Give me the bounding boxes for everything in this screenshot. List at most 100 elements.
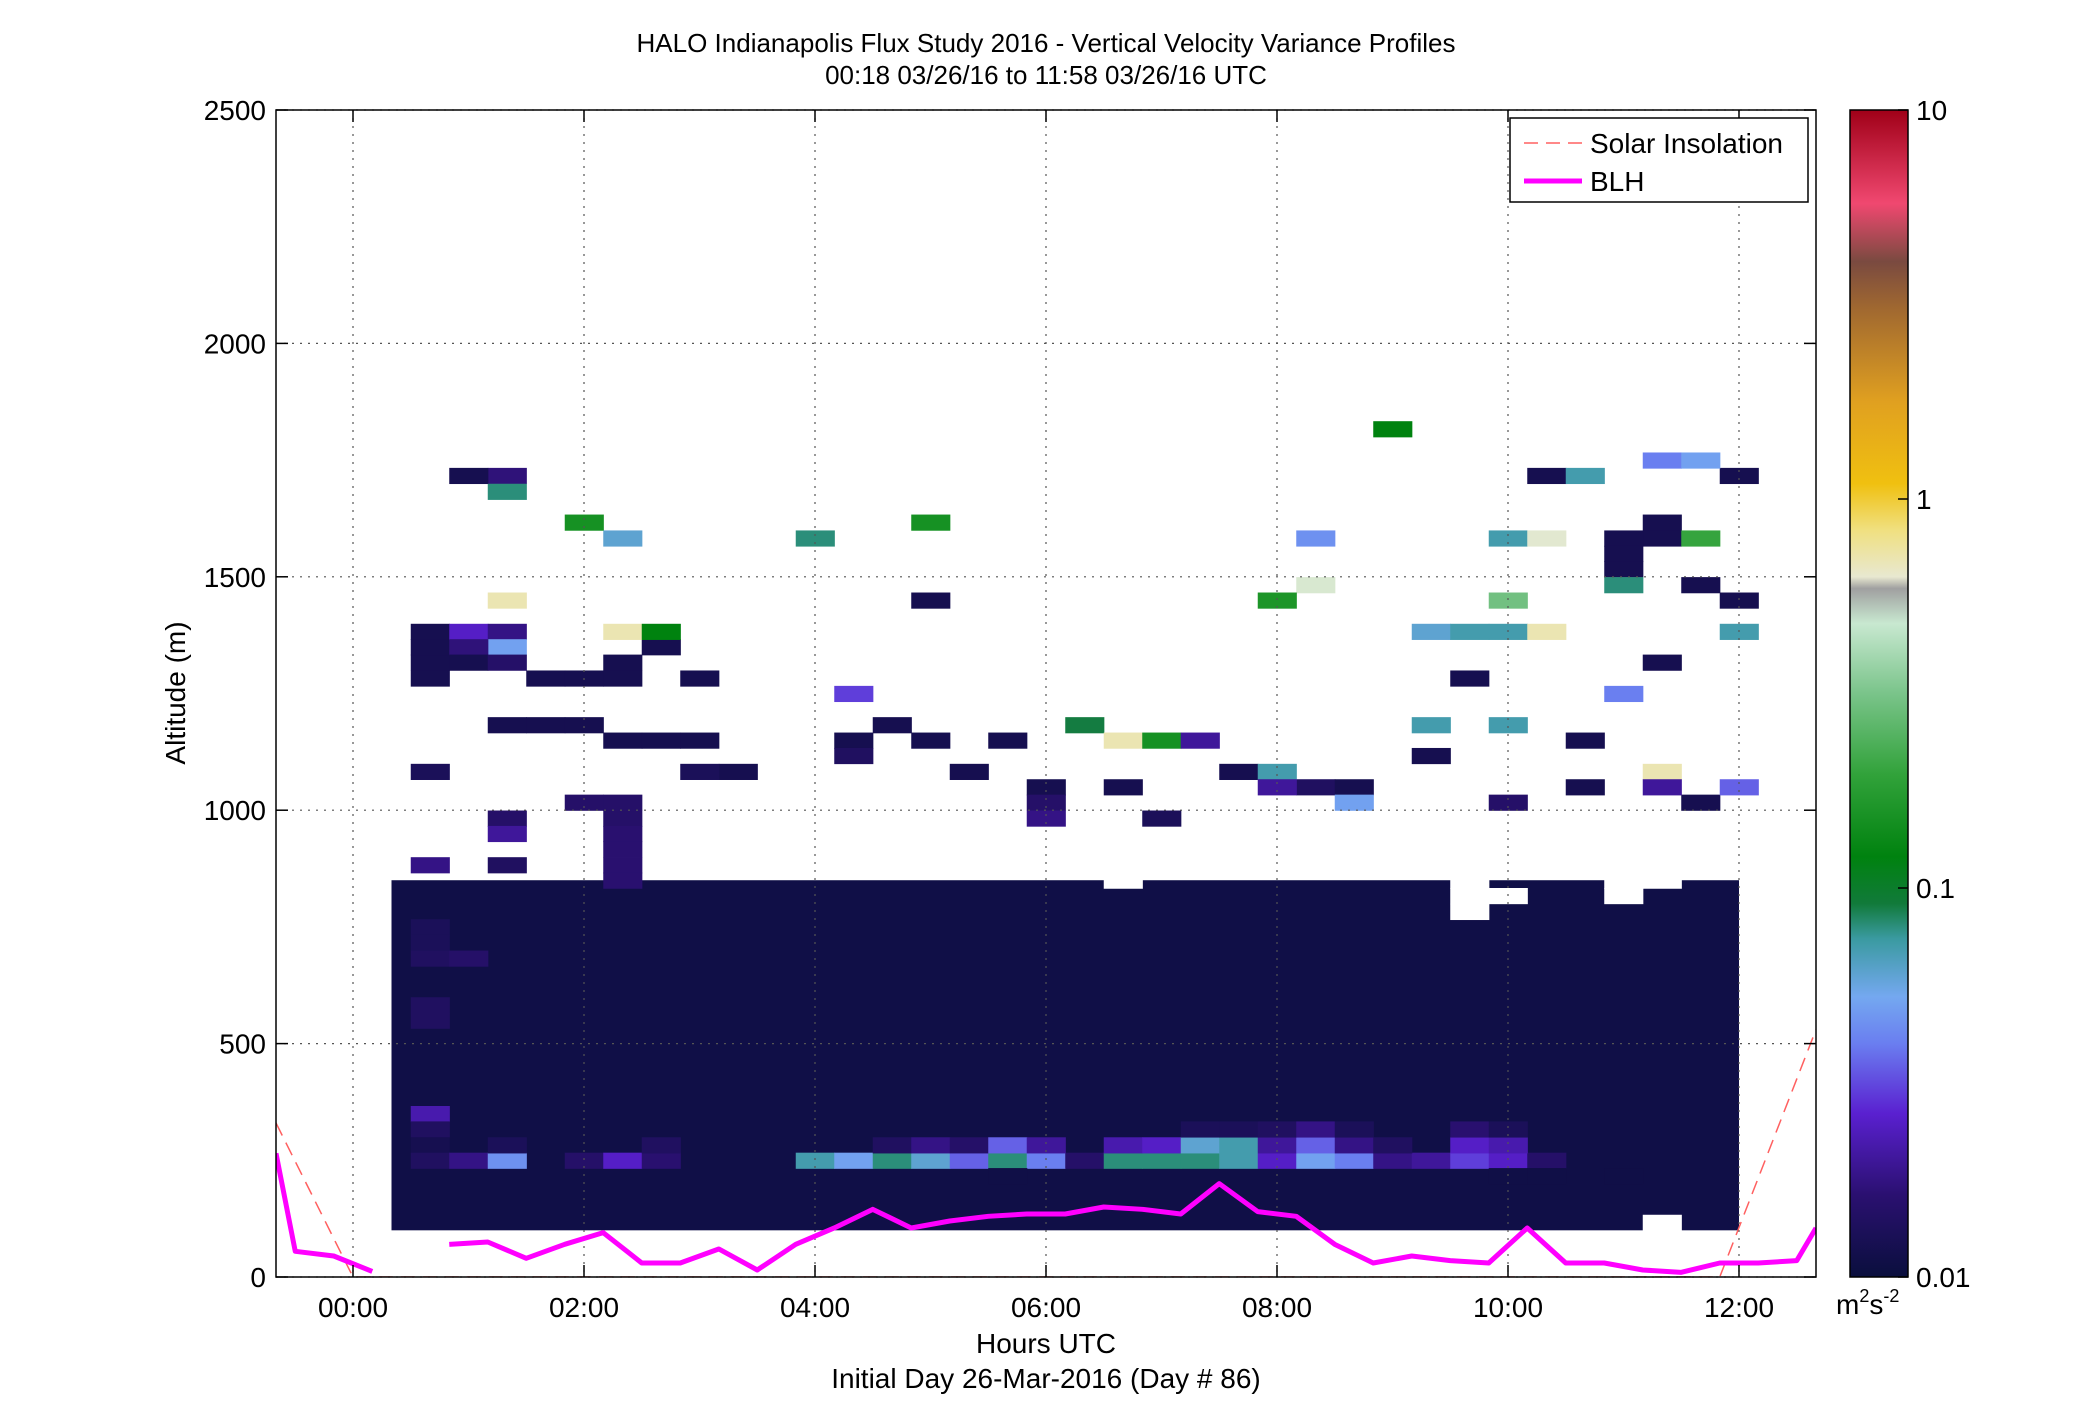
- heatmap-cell: [1103, 779, 1143, 796]
- heatmap-cell: [1604, 530, 1644, 547]
- heatmap-cell: [526, 670, 566, 687]
- heatmap-cell: [410, 857, 450, 874]
- heatmap-cell: [1488, 794, 1528, 811]
- heatmap-cell: [795, 1152, 835, 1169]
- heatmap-cell: [834, 685, 874, 703]
- heatmap-cell: [1604, 545, 1644, 562]
- heatmap-cell: [1103, 1152, 1143, 1169]
- colorbar-tick-label: 10: [1916, 95, 1947, 126]
- heatmap-cell: [1257, 779, 1297, 796]
- heatmap-cell: [1334, 1152, 1374, 1169]
- heatmap-cell: [1527, 623, 1567, 640]
- heatmap-cell: [1257, 1137, 1297, 1154]
- heatmap-cell: [834, 1152, 874, 1169]
- heatmap-cell: [1373, 421, 1413, 438]
- heatmap-cell: [911, 1137, 951, 1154]
- heatmap-cell: [410, 934, 450, 951]
- colorbar-tick-label: 0.1: [1916, 873, 1955, 904]
- heatmap-cell: [1642, 857, 1682, 874]
- heatmap-cell: [487, 810, 527, 827]
- series-line-blh: [449, 1181, 1816, 1275]
- colorbar-ticks: 0.01 0.1 1 10: [1898, 95, 1971, 1293]
- heatmap-cell: [1642, 452, 1682, 469]
- heatmap-cell: [1296, 1152, 1336, 1169]
- heatmap-cell: [449, 467, 489, 485]
- heatmap-cell: [487, 1137, 527, 1154]
- y-axis: 0 500 1000 1500 2000 2500: [204, 95, 1816, 1293]
- heatmap-cell: [1026, 810, 1066, 827]
- heatmap-cell: [795, 530, 835, 547]
- x-tick-label: 10:00: [1473, 1292, 1543, 1323]
- heatmap-cell: [1219, 763, 1259, 780]
- heatmap-cell: [564, 514, 604, 531]
- y-axis-label: Altitude (m): [160, 621, 191, 764]
- series-line-blh: [276, 1152, 374, 1274]
- heatmap-cell: [1296, 530, 1336, 547]
- heatmap-cell: [1488, 888, 1528, 905]
- heatmap-cell: [1296, 1137, 1336, 1154]
- heatmap-cell: [410, 1012, 450, 1029]
- heatmap-cell: [1180, 1137, 1220, 1154]
- heatmap-cell: [410, 623, 450, 640]
- heatmap-cell: [1373, 1137, 1413, 1154]
- heatmap-cell: [1488, 592, 1528, 609]
- heatmap-cell: [1681, 452, 1721, 469]
- heatmap-cell: [1411, 1152, 1451, 1169]
- heatmap-cell: [1642, 763, 1682, 780]
- colorbar-unit-s: s: [1869, 1289, 1883, 1320]
- heatmap-cell: [449, 623, 489, 640]
- heatmap-cell: [487, 623, 527, 640]
- heatmap-cell: [449, 1152, 489, 1169]
- heatmap-cell: [1103, 872, 1143, 889]
- heatmap-cell: [1527, 1168, 1567, 1185]
- heatmap-cell: [603, 654, 643, 671]
- colorbar-gradient: [1849, 109, 1909, 1278]
- heatmap-cell: [1565, 467, 1605, 485]
- heatmap-cell: [1103, 1137, 1143, 1154]
- heatmap-cells: [391, 421, 1759, 1231]
- heatmap-cell: [1334, 1137, 1374, 1154]
- heatmap-cell: [988, 1152, 1028, 1169]
- heatmap-cell: [1527, 467, 1567, 485]
- heatmap-cell: [641, 639, 681, 656]
- heatmap-cell: [410, 1121, 450, 1138]
- chart-title: HALO Indianapolis Flux Study 2016 - Vert…: [637, 28, 1456, 58]
- heatmap-cell: [1296, 779, 1336, 796]
- y-tick-label: 2500: [204, 95, 266, 126]
- x-tick-label: 08:00: [1242, 1292, 1312, 1323]
- heatmap-cell: [1411, 623, 1451, 640]
- heatmap-cell: [1488, 530, 1528, 547]
- heatmap-cell: [872, 1152, 912, 1169]
- colorbar-tick-label: 0.01: [1916, 1262, 1971, 1293]
- heatmap-cell: [1065, 717, 1105, 734]
- heatmap-cell: [1527, 1152, 1567, 1169]
- heatmap-cell: [487, 857, 527, 874]
- heatmap-cell: [1219, 1121, 1259, 1138]
- heatmap-cell: [1296, 577, 1336, 594]
- heatmap-cell: [834, 747, 874, 765]
- heatmap-cell: [1411, 717, 1451, 734]
- heatmap-cell: [1604, 857, 1644, 874]
- heatmap-cell: [1642, 654, 1682, 671]
- heatmap-cell: [410, 919, 450, 936]
- heatmap-cell: [641, 623, 681, 640]
- heatmap-cell: [1450, 1121, 1490, 1138]
- heatmap-cell: [410, 950, 450, 967]
- heatmap-cell: [1450, 1152, 1490, 1169]
- x-axis-sublabel: Initial Day 26-Mar-2016 (Day # 86): [831, 1363, 1261, 1394]
- heatmap-cell: [449, 639, 489, 656]
- heatmap-cell: [1642, 530, 1682, 547]
- heatmap-cell: [1488, 1121, 1528, 1138]
- y-tick-label: 1000: [204, 795, 266, 826]
- colorbar-tick-label: 1: [1916, 484, 1932, 515]
- heatmap-cell: [872, 717, 912, 734]
- heatmap-cell: [603, 825, 643, 843]
- y-tick-label: 500: [219, 1029, 266, 1060]
- heatmap-cell: [1450, 623, 1490, 640]
- heatmap-cell: [1142, 1137, 1182, 1154]
- x-tick-label: 12:00: [1704, 1292, 1774, 1323]
- heatmap-cell: [1411, 747, 1451, 765]
- heatmap-cell: [1642, 872, 1682, 889]
- heatmap-cell: [487, 825, 527, 843]
